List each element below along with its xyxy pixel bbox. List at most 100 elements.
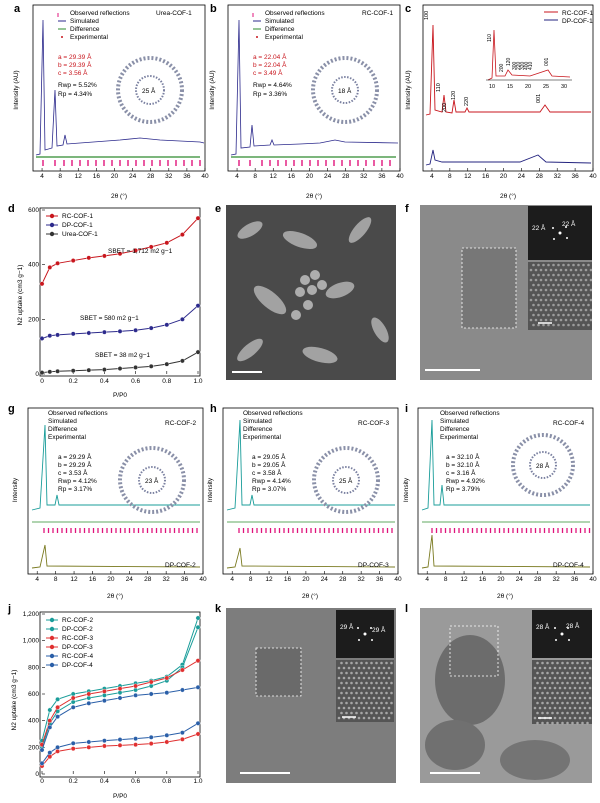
legend-label: DP-COF-2: [62, 626, 93, 633]
pore-size: 18 Å: [338, 86, 352, 95]
lattice-dot: [578, 716, 582, 720]
lattice-dot: [551, 671, 554, 675]
crystal-structure-b: 18 Å: [311, 56, 379, 124]
x-tick-label: 28: [144, 576, 152, 583]
x-tick-label: 4: [35, 576, 39, 583]
lattice-dot: [563, 676, 567, 680]
x-tick-label: 12: [265, 576, 273, 583]
x-tick-label: 24: [321, 576, 329, 583]
lattice-dot: [552, 313, 555, 317]
lattice-dot: [537, 293, 540, 297]
param-rp: Rp = 3.79%: [446, 486, 480, 493]
lattice-dot: [534, 288, 538, 292]
lattice-dot: [564, 278, 568, 282]
lattice-dot: [569, 318, 573, 322]
lattice-dot: [548, 696, 552, 700]
lattice-dot: [582, 283, 585, 287]
lattice-dot: [586, 671, 589, 675]
lattice-dot: [536, 711, 539, 715]
inset-peak-label: 120: [506, 57, 512, 66]
lattice-dot: [566, 711, 569, 715]
lattice-dot: [578, 696, 582, 700]
lattice-dot: [579, 318, 583, 322]
lattice-dot: [547, 283, 550, 287]
lattice-dot: [556, 661, 559, 665]
lattice-dot: [532, 293, 535, 297]
lattice-dot: [347, 666, 351, 670]
lattice-dot: [337, 666, 341, 670]
lattice-dot: [589, 318, 593, 322]
data-point: [148, 691, 154, 697]
x-axis-label: 2θ (°): [107, 592, 123, 600]
lattice-dot: [574, 278, 578, 282]
x-tick-label: 28: [339, 576, 347, 583]
panel-g-title: RC-COF-2: [165, 420, 196, 427]
lattice-dot: [587, 293, 590, 297]
lattice-dot: [552, 293, 555, 297]
lattice-dot: [385, 701, 388, 705]
lattice-dot: [564, 308, 568, 312]
lattice-dot: [588, 676, 592, 680]
lattice-dot: [377, 696, 381, 700]
lattice-dot: [579, 288, 583, 292]
x-tick-label: 40: [199, 576, 207, 583]
lattice-dot: [340, 681, 343, 685]
sbet-dp: SBET = 580 m2 g−1: [80, 315, 139, 322]
lattice-dot: [365, 671, 368, 675]
legend-experimental: Experimental: [70, 34, 108, 41]
x-tick-label: 28: [536, 173, 544, 180]
lattice-dot: [355, 661, 358, 665]
lattice-dot: [549, 298, 553, 302]
lattice-dot: [547, 323, 550, 327]
lattice-dot: [537, 283, 540, 287]
lattice-dot: [546, 671, 549, 675]
lattice-dot: [365, 681, 368, 685]
d-spacing-2: 29 Å: [372, 625, 386, 634]
x-tick-label: 1.0: [193, 778, 202, 785]
lattice-dot: [542, 273, 545, 277]
lattice-dot: [546, 721, 549, 725]
x-axis-label: 2θ (°): [500, 192, 516, 200]
lattice-dot: [380, 681, 383, 685]
lattice-dot: [578, 686, 582, 690]
lattice-dot: [544, 278, 548, 282]
lattice-dot: [586, 691, 589, 695]
lattice-dot: [581, 681, 584, 685]
legend-difference: Difference: [265, 26, 295, 33]
data-point: [86, 691, 92, 697]
lattice-dot: [573, 706, 577, 710]
lattice-dot: [385, 691, 388, 695]
lattice-dot: [576, 661, 579, 665]
lattice-dot: [340, 701, 343, 705]
x-tick-label: 20: [500, 173, 508, 180]
lattice-dot: [534, 318, 538, 322]
peak-label: 110: [436, 83, 442, 92]
lattice-dot: [587, 323, 590, 327]
panel-letter-d: d: [8, 203, 15, 215]
x-tick-label: 8: [249, 576, 253, 583]
panel-i: Observed reflections Simulated Differenc…: [403, 407, 597, 600]
lattice-dot: [546, 691, 549, 695]
data-point: [117, 737, 123, 742]
lattice-dot: [532, 283, 535, 287]
y-axis-label: N2 uptake (cm3 g−1): [11, 670, 18, 731]
lattice-dot: [563, 696, 567, 700]
lattice-dot: [541, 671, 544, 675]
lattice-dot: [390, 681, 393, 685]
lattice-dot: [567, 313, 570, 317]
lattice-dot: [350, 671, 353, 675]
y-axis-label: N2 uptake (cm3 g−1): [17, 265, 24, 326]
data-point: [86, 695, 92, 701]
lattice-dot: [559, 318, 563, 322]
lattice-dot: [533, 716, 537, 720]
lattice-dot: [370, 701, 373, 705]
lattice-dot: [542, 283, 545, 287]
lattice-dot: [357, 696, 361, 700]
lattice-dot: [360, 661, 363, 665]
legend-simulated: Simulated: [265, 18, 294, 25]
lattice-dot: [372, 696, 376, 700]
legend-marker: [49, 644, 55, 650]
lattice-dot: [553, 716, 557, 720]
lattice-dot: [541, 711, 544, 715]
y-tick-label: 200: [28, 316, 39, 323]
